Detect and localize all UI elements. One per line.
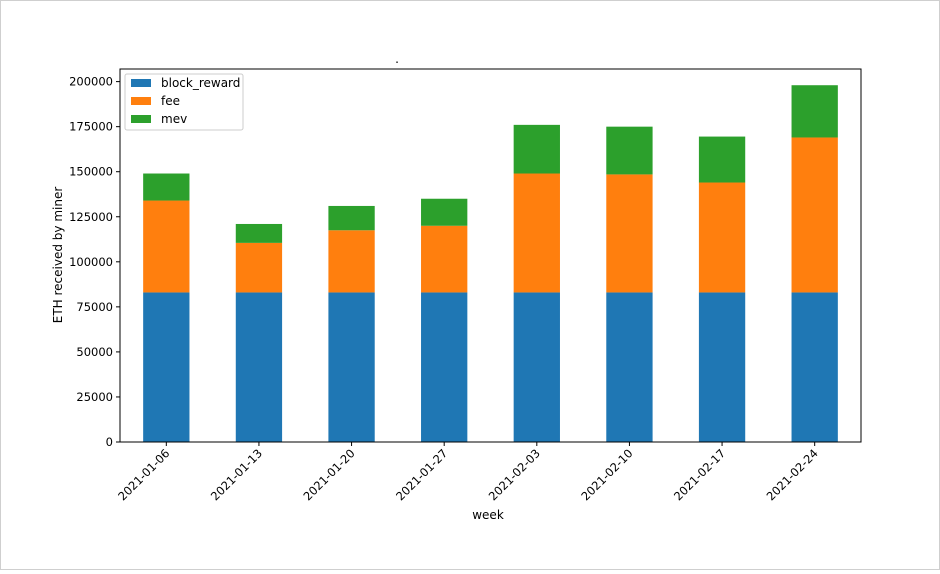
y-axis-label: ETH received by miner [51,187,65,324]
bar-mev-2021-02-03 [513,124,560,174]
bar-block_reward-2021-01-06 [143,292,190,442]
legend-label-fee: fee [161,94,180,108]
bars-group [143,85,838,442]
bar-fee-2021-01-06 [143,200,190,293]
y-tick-label: 100000 [69,255,113,269]
bar-block_reward-2021-01-27 [421,292,468,442]
x-tick-label: 2021-01-06 [115,446,172,503]
bar-mev-2021-01-20 [328,205,375,231]
x-tick-label: 2021-02-17 [671,446,728,503]
bar-mev-2021-02-10 [606,126,653,175]
bar-mev-2021-01-13 [235,223,283,243]
y-tick-label: 150000 [69,165,113,179]
chart-title: . [395,52,399,66]
bar-block_reward-2021-01-13 [235,292,283,442]
bar-block_reward-2021-02-24 [791,292,838,442]
bar-fee-2021-02-24 [791,137,838,293]
bar-fee-2021-02-10 [606,174,653,293]
legend-swatch-mev [131,115,151,123]
y-axis: 0 25000 50000 75000 100000 125000 150000 175000… [69,75,120,449]
bar-mev-2021-01-06 [143,173,190,201]
y-tick-label: 75000 [76,300,113,314]
bar-fee-2021-01-13 [235,242,283,293]
bar-block_reward-2021-01-20 [328,292,375,442]
bar-mev-2021-01-27 [421,198,468,226]
legend-label-mev: mev [161,112,187,126]
y-tick-label: 200000 [69,75,113,89]
x-axis: 2021-01-06 2021-01-13 2021-01-20 2021-01-27… [115,442,821,503]
bar-fee-2021-01-20 [328,230,375,293]
x-axis-label: week [472,508,504,522]
bar-fee-2021-02-17 [698,182,746,293]
bar-block_reward-2021-02-10 [606,292,653,442]
bar-mev-2021-02-24 [791,85,838,138]
legend-swatch-fee [131,97,151,105]
x-tick-label: 2021-02-10 [578,446,635,503]
y-tick-label: 0 [106,435,113,449]
x-tick-label: 2021-01-13 [208,446,265,503]
bar-mev-2021-02-17 [698,136,746,183]
bar-block_reward-2021-02-03 [513,292,560,442]
plot-area-border [119,68,862,443]
bar-fee-2021-02-03 [513,173,560,293]
legend-swatch-block_reward [131,79,151,87]
y-tick-label: 175000 [69,120,113,134]
x-tick-label: 2021-02-24 [764,446,821,503]
legend-box [124,73,244,131]
y-tick-label: 125000 [69,210,113,224]
bar-fee-2021-01-27 [421,225,468,293]
x-tick-label: 2021-01-20 [301,446,358,503]
legend-label-block_reward: block_reward [161,76,240,90]
bar-block_reward-2021-02-17 [698,292,746,442]
y-tick-label: 50000 [76,345,113,359]
x-tick-label: 2021-02-03 [486,446,543,503]
x-tick-label: 2021-01-27 [393,446,450,503]
y-tick-label: 25000 [76,390,113,404]
